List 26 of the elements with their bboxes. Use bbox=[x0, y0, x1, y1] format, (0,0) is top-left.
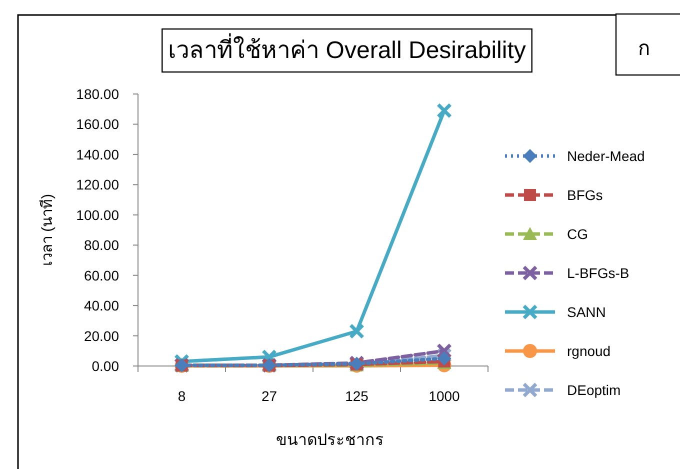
x-tick-label: 1000 bbox=[428, 388, 460, 404]
y-axis-title: เวลา (นาที) bbox=[39, 194, 56, 266]
legend-label: BFGs bbox=[567, 187, 603, 203]
x-axis-title: ขนาดประชากร bbox=[276, 432, 384, 449]
legend-label: Neder-Mead bbox=[567, 148, 645, 164]
y-tick-label: 80.00 bbox=[84, 237, 120, 254]
chart-title: เวลาที่ใช้หาค่า Overall Desirability bbox=[168, 33, 526, 64]
legend-label: CG bbox=[567, 226, 588, 242]
y-tick-label: 60.00 bbox=[84, 267, 120, 284]
legend-label: DEoptim bbox=[567, 382, 621, 398]
y-tick-label: 160.00 bbox=[76, 116, 120, 132]
title: เวลาที่ใช้หาค่า Overall Desirability bbox=[162, 28, 532, 73]
y-tick-label: 120.00 bbox=[76, 176, 120, 193]
x-tick-label: 8 bbox=[178, 388, 186, 404]
y-tick-label: 140.00 bbox=[76, 146, 120, 162]
y-tick-label: 20.00 bbox=[84, 328, 120, 344]
y-tick-label: 100.00 bbox=[76, 206, 120, 223]
text: ก bbox=[638, 38, 650, 60]
legend-label: rgnoud bbox=[567, 343, 611, 359]
y-tick-label: 0.00 bbox=[92, 358, 120, 374]
y-tick-label: 180.00 bbox=[76, 86, 120, 102]
x-tick-label: 27 bbox=[261, 388, 278, 404]
x-tick-label: 125 bbox=[345, 388, 369, 404]
legend-label: SANN bbox=[567, 304, 606, 320]
y-tick-label: 40.00 bbox=[84, 298, 120, 314]
legend-label: L-BFGs-B bbox=[567, 265, 630, 281]
